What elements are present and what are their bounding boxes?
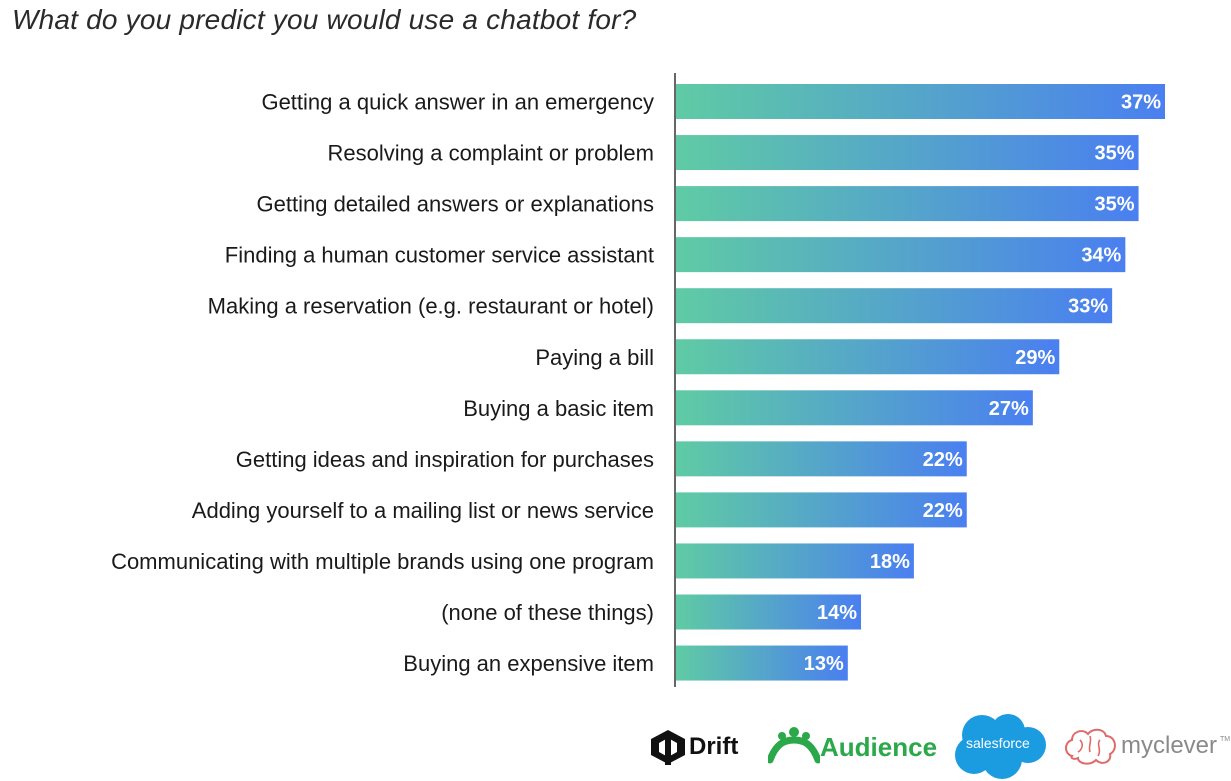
brain-icon — [1065, 728, 1116, 765]
bar — [676, 135, 1139, 171]
bar — [676, 645, 848, 681]
data-label: 22% — [923, 449, 963, 471]
data-label: 27% — [989, 398, 1029, 420]
bar — [676, 237, 1126, 273]
drift-logo-icon — [651, 730, 685, 765]
data-label: 18% — [870, 551, 910, 573]
data-label: 35% — [1095, 143, 1135, 165]
bar — [676, 339, 1060, 375]
category-label: Getting detailed answers or explanations — [257, 192, 654, 217]
data-label: 22% — [923, 500, 963, 522]
data-label: 29% — [1015, 347, 1055, 369]
data-label: 13% — [804, 653, 844, 675]
salesforce-cloud-icon — [955, 714, 1046, 779]
data-label: 34% — [1081, 245, 1121, 267]
myclever-logo-text: myclever — [1121, 732, 1218, 759]
drift-logo-text: Drift — [689, 733, 739, 760]
category-label: Buying a basic item — [463, 396, 654, 421]
bar — [676, 390, 1033, 426]
category-label: Finding a human customer service assista… — [225, 243, 654, 268]
category-label: Communicating with multiple brands using… — [111, 549, 654, 574]
myclever-trademark: TM — [1220, 736, 1231, 743]
category-label: Paying a bill — [535, 345, 654, 370]
category-label: Adding yourself to a mailing list or new… — [192, 498, 654, 523]
bar-chart: Getting a quick answer in an emergency 37… — [111, 73, 1165, 687]
bar — [676, 288, 1113, 324]
category-label: Getting a quick answer in an emergency — [261, 90, 654, 115]
salesforce-logo-text: salesforce — [966, 735, 1030, 751]
category-label: Resolving a complaint or problem — [328, 141, 655, 166]
audience-logo-text: Audience — [820, 732, 938, 762]
data-label: 35% — [1095, 194, 1135, 216]
bar — [676, 543, 914, 579]
bar — [676, 186, 1139, 222]
bar — [676, 492, 967, 528]
bar — [676, 594, 862, 630]
bar — [676, 441, 967, 477]
chart-title: What do you predict you would use a chat… — [12, 4, 637, 35]
category-label: Getting ideas and inspiration for purcha… — [236, 447, 654, 472]
category-label: Buying an expensive item — [403, 651, 654, 676]
audience-logo-icon — [768, 727, 820, 764]
data-label: 33% — [1068, 296, 1108, 318]
category-label: Making a reservation (e.g. restaurant or… — [208, 294, 654, 319]
data-label: 37% — [1121, 92, 1161, 114]
bar — [676, 84, 1165, 119]
category-label: (none of these things) — [441, 600, 654, 625]
data-label: 14% — [817, 602, 857, 624]
